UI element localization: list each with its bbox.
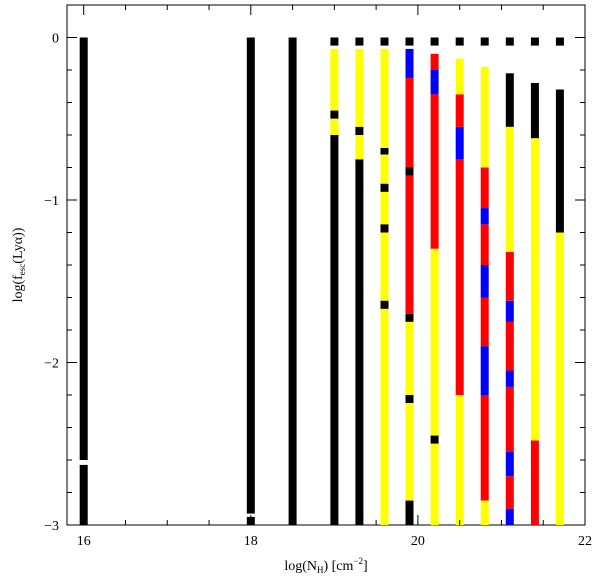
segment-red-col9-4 xyxy=(480,224,489,265)
segment-yellow-col3-3 xyxy=(330,118,339,136)
segment-black-col2-0 xyxy=(288,37,297,525)
segment-black-col4-0 xyxy=(355,37,364,46)
segment-black-col5-2 xyxy=(380,148,389,155)
segment-black-col0-0 xyxy=(79,37,88,460)
segment-yellow-col8-1 xyxy=(455,58,464,95)
segment-black-col7-0 xyxy=(430,37,439,46)
segment-red-col10-9 xyxy=(505,476,514,509)
segment-black-col11-1 xyxy=(530,83,539,139)
segment-yellow-col5-7 xyxy=(380,232,389,301)
tick-labels: 16 18 20 22 0 −1 −2 −3 xyxy=(44,32,592,550)
axis-ticks xyxy=(67,4,586,526)
y-tick-label: 0 xyxy=(52,32,59,47)
segment-yellow-col6-8 xyxy=(405,403,414,501)
segment-black-col5-8 xyxy=(380,300,389,309)
y-tick-label: −3 xyxy=(44,519,59,534)
y-tick-label: −1 xyxy=(44,194,59,209)
segment-yellow-col7-6 xyxy=(430,443,439,526)
segment-red-col10-3 xyxy=(505,252,514,301)
segment-yellow-col5-9 xyxy=(380,308,389,525)
segment-blue-col9-3 xyxy=(480,208,489,225)
segment-blue-col6-1 xyxy=(405,48,414,79)
segment-black-col4-2 xyxy=(355,126,364,135)
segment-blue-col9-7 xyxy=(480,346,489,396)
segment-black-col10-1 xyxy=(505,73,514,127)
segment-yellow-col5-1 xyxy=(380,48,389,148)
x-tick-label: 20 xyxy=(411,534,425,549)
segment-yellow-col5-3 xyxy=(380,154,389,184)
segment-blue-col7-2 xyxy=(430,70,439,95)
segment-red-col10-5 xyxy=(505,321,514,371)
segment-yellow-col10-2 xyxy=(505,126,514,252)
segment-blue-col10-4 xyxy=(505,300,514,322)
segment-red-col7-3 xyxy=(430,94,439,249)
segment-black-col8-0 xyxy=(455,37,464,46)
segment-black-col6-3 xyxy=(405,167,414,176)
segment-yellow-col6-6 xyxy=(405,321,414,395)
segment-red-col9-6 xyxy=(480,297,489,347)
y-tick-label: −2 xyxy=(44,357,59,372)
segment-yellow-col9-9 xyxy=(480,500,489,525)
segment-yellow-col8-5 xyxy=(455,395,464,525)
segment-red-col10-7 xyxy=(505,386,514,452)
segment-blue-col10-6 xyxy=(505,370,514,387)
segment-yellow-col3-1 xyxy=(330,48,339,111)
segment-yellow-col12-2 xyxy=(555,232,564,525)
segment-yellow-col5-5 xyxy=(380,191,389,225)
x-tick-label: 22 xyxy=(578,534,592,549)
segment-blue-col9-5 xyxy=(480,265,489,298)
segment-yellow-col7-4 xyxy=(430,248,439,436)
segment-red-col8-4 xyxy=(455,159,464,395)
segment-black-col6-0 xyxy=(405,37,414,46)
segment-yellow-col4-1 xyxy=(355,48,364,127)
segment-red-col8-2 xyxy=(455,94,464,127)
segment-black-col5-0 xyxy=(380,37,389,46)
segment-black-col3-2 xyxy=(330,110,339,119)
segment-black-col6-5 xyxy=(405,313,414,322)
segment-red-col9-8 xyxy=(480,395,489,501)
segment-black-col10-0 xyxy=(505,37,514,46)
segment-blue-col10-8 xyxy=(505,451,514,477)
segment-blue-col8-3 xyxy=(455,126,464,160)
segment-black-col11-0 xyxy=(530,37,539,46)
segment-yellow-col11-2 xyxy=(530,138,539,441)
segment-black-col3-4 xyxy=(330,135,339,525)
segment-black-col5-4 xyxy=(380,183,389,192)
segment-blue-col10-10 xyxy=(505,508,514,526)
segment-black-col12-1 xyxy=(555,89,564,233)
x-axis-label: log(NH) [cm−2] xyxy=(284,556,367,575)
segment-red-col7-1 xyxy=(430,53,439,71)
x-tick-label: 18 xyxy=(244,534,258,549)
segment-black-col5-6 xyxy=(380,224,389,233)
segment-black-col3-0 xyxy=(330,37,339,46)
x-tick-label: 16 xyxy=(77,534,91,549)
y-axis-label: log(fesc(Lyα)) xyxy=(11,227,27,302)
segment-yellow-col9-1 xyxy=(480,66,489,168)
segment-black-col6-9 xyxy=(405,500,414,525)
segment-red-col6-4 xyxy=(405,175,414,314)
segment-red-col6-2 xyxy=(405,78,414,168)
segment-black-col12-0 xyxy=(555,37,564,46)
segment-red-col11-3 xyxy=(530,440,539,525)
segment-black-col7-5 xyxy=(430,435,439,444)
segment-black-col4-4 xyxy=(355,159,364,525)
segment-black-col9-0 xyxy=(480,37,489,46)
data-segments xyxy=(79,37,564,526)
segment-yellow-col4-3 xyxy=(355,135,364,160)
segment-black-col6-7 xyxy=(405,395,414,404)
segment-red-col9-2 xyxy=(480,167,489,209)
segment-black-col0-1 xyxy=(79,464,88,525)
segment-black-col1-0 xyxy=(246,37,255,514)
